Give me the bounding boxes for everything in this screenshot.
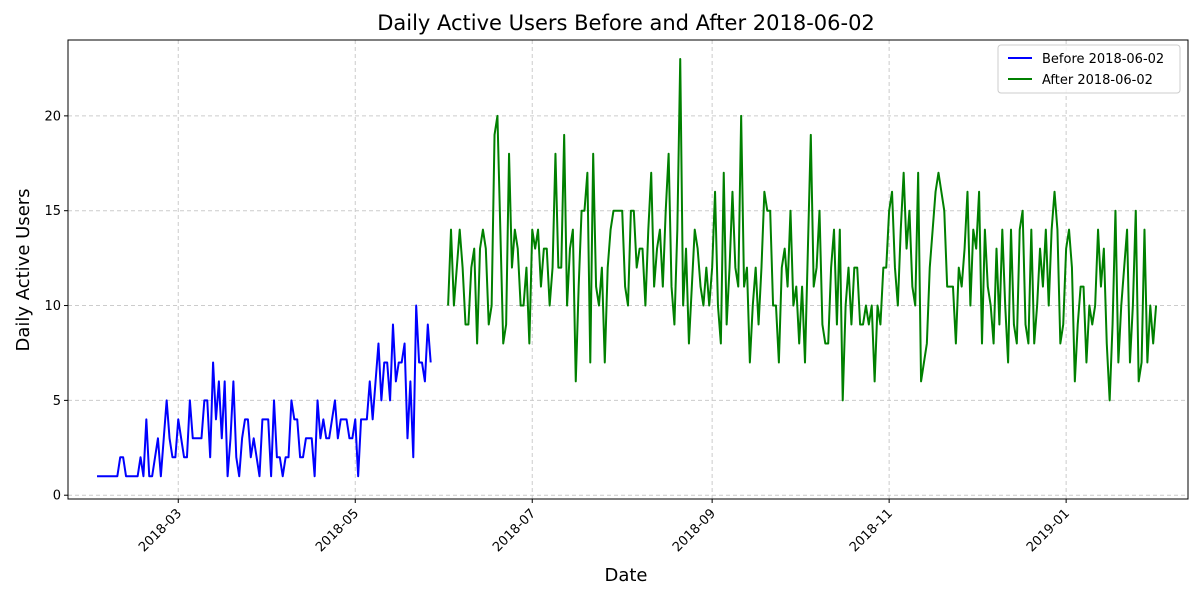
- series-line-1: [447, 57, 1158, 402]
- series-line-0: [97, 304, 432, 478]
- y-tick-label: 5: [53, 394, 61, 409]
- y-axis-ticks: 0 5 10 15 20: [44, 109, 68, 504]
- legend-label-after: After 2018-06-02: [1042, 73, 1153, 88]
- series-lines: [97, 57, 1158, 478]
- y-tick-label: 0: [53, 489, 61, 504]
- legend-box: [997, 44, 1181, 94]
- y-tick-label: 20: [44, 109, 61, 124]
- y-axis-title: Daily Active Users: [13, 188, 34, 351]
- y-tick-label: 15: [44, 204, 61, 219]
- y-tick-label: 10: [44, 299, 61, 314]
- x-axis-title: Date: [604, 565, 647, 586]
- legend-label-before: Before 2018-06-02: [1042, 52, 1164, 67]
- chart-title: Daily Active Users Before and After 2018…: [377, 11, 875, 35]
- legend: Before 2018-06-02 After 2018-06-02: [997, 44, 1181, 94]
- plot-frame: [67, 39, 1189, 500]
